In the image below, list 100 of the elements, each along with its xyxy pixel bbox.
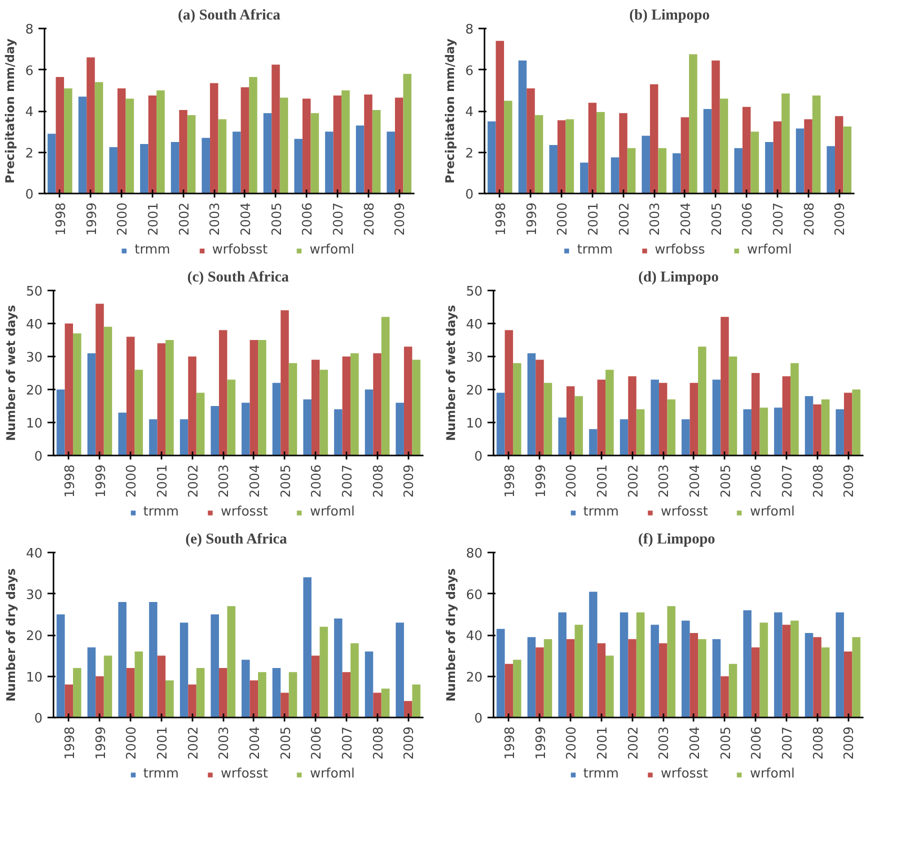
bar bbox=[698, 346, 706, 456]
bar bbox=[334, 618, 342, 718]
bar bbox=[650, 624, 659, 718]
bar bbox=[280, 310, 289, 456]
x-tick-label: 1998 bbox=[62, 464, 78, 498]
y-tick-label: 2 bbox=[25, 146, 34, 162]
x-tick-label: 2001 bbox=[155, 726, 170, 760]
bar bbox=[821, 647, 830, 718]
bar bbox=[734, 148, 742, 194]
bar bbox=[118, 602, 126, 718]
bar bbox=[373, 692, 382, 718]
bar bbox=[310, 113, 319, 194]
bar bbox=[534, 115, 544, 194]
bar bbox=[126, 336, 135, 456]
legend-label: wrfoml bbox=[310, 766, 355, 782]
bar bbox=[73, 333, 82, 456]
legend-label: wrfoml bbox=[747, 242, 792, 258]
x-tick-label: 1998 bbox=[62, 726, 78, 760]
bar bbox=[773, 121, 782, 194]
x-tick-label: 2004 bbox=[688, 726, 703, 760]
y-tick-label: 0 bbox=[34, 450, 43, 464]
bar bbox=[412, 360, 420, 456]
x-tick-label: 2002 bbox=[186, 726, 202, 760]
x-tick-label: 2004 bbox=[248, 464, 263, 498]
bar bbox=[311, 360, 320, 456]
x-tick-label: 2000 bbox=[124, 726, 140, 760]
bar bbox=[566, 386, 575, 456]
bar bbox=[258, 672, 266, 718]
bar bbox=[242, 660, 250, 718]
bar bbox=[381, 688, 390, 718]
bar bbox=[157, 343, 166, 456]
bar bbox=[166, 340, 174, 456]
x-tick-label: 2009 bbox=[842, 726, 858, 760]
bar bbox=[496, 392, 505, 456]
bar bbox=[294, 138, 302, 194]
x-tick-label: 2005 bbox=[710, 202, 725, 236]
bar bbox=[642, 136, 650, 194]
bar bbox=[682, 620, 690, 718]
bar bbox=[527, 353, 536, 456]
bar bbox=[760, 408, 768, 456]
bar bbox=[364, 652, 374, 718]
x-tick-label: 2006 bbox=[310, 464, 325, 498]
x-tick-label: 2008 bbox=[811, 464, 826, 498]
bar bbox=[180, 419, 188, 456]
bar bbox=[782, 376, 791, 456]
y-tick-label: 0 bbox=[474, 450, 483, 464]
x-tick-label: 2009 bbox=[393, 202, 408, 236]
chart-title: (a) South Africa bbox=[178, 8, 281, 24]
x-tick-label: 1998 bbox=[502, 726, 518, 760]
bar bbox=[350, 353, 359, 456]
bar bbox=[496, 40, 504, 194]
bar bbox=[320, 626, 328, 718]
bar bbox=[518, 60, 527, 194]
y-tick-label: 8 bbox=[25, 22, 34, 38]
x-tick-label: 1998 bbox=[54, 202, 69, 236]
legend-label: wrfoml bbox=[750, 504, 795, 520]
bar bbox=[636, 409, 645, 456]
bar bbox=[765, 142, 774, 194]
x-tick-label: 2007 bbox=[780, 726, 796, 760]
bar bbox=[566, 119, 574, 194]
legend-label: wrfosst bbox=[220, 766, 268, 782]
bar bbox=[78, 96, 87, 194]
bar bbox=[610, 157, 620, 194]
bar bbox=[743, 610, 752, 718]
bar bbox=[650, 380, 659, 456]
bar bbox=[680, 117, 690, 194]
x-tick-label: 2005 bbox=[278, 464, 294, 498]
bar bbox=[690, 632, 698, 718]
bar bbox=[836, 409, 844, 456]
bar bbox=[597, 380, 606, 456]
y-tick-label: 80 bbox=[466, 546, 483, 562]
bar bbox=[628, 639, 636, 718]
x-tick-label: 2006 bbox=[300, 202, 316, 236]
bar bbox=[342, 90, 350, 194]
bar bbox=[712, 380, 721, 456]
bar bbox=[672, 153, 681, 194]
y-tick-label: 2 bbox=[465, 146, 474, 162]
x-tick-label: 2007 bbox=[340, 726, 356, 760]
bar bbox=[258, 340, 266, 456]
bar bbox=[48, 134, 56, 194]
bar bbox=[250, 680, 258, 718]
bar bbox=[396, 622, 404, 718]
y-tick-label: 30 bbox=[466, 350, 483, 366]
bar bbox=[589, 592, 598, 718]
bar bbox=[250, 340, 258, 456]
legend-label: wrfosst bbox=[220, 504, 268, 520]
bar bbox=[627, 148, 636, 194]
bar bbox=[218, 330, 228, 456]
y-tick-label: 60 bbox=[466, 588, 483, 603]
bar bbox=[742, 106, 751, 194]
x-tick-label: 2001 bbox=[155, 464, 170, 498]
y-tick-label: 10 bbox=[26, 670, 43, 686]
y-tick-label: 30 bbox=[26, 350, 43, 366]
x-tick-label: 2002 bbox=[626, 726, 642, 760]
y-tick-label: 6 bbox=[465, 64, 474, 79]
x-tick-label: 2005 bbox=[270, 202, 285, 236]
x-tick-label: 2008 bbox=[802, 202, 818, 236]
x-tick-label: 2003 bbox=[657, 464, 672, 498]
y-tick-label: 40 bbox=[26, 546, 43, 562]
y-tick-label: 40 bbox=[466, 318, 483, 332]
